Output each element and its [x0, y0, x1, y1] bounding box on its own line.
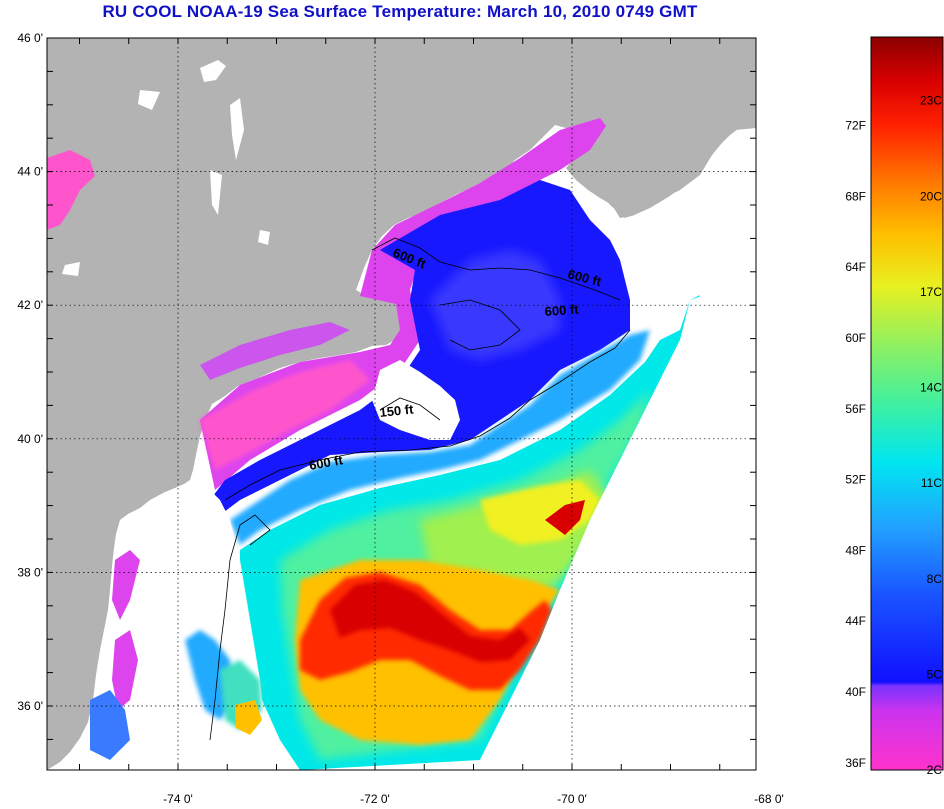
nova-scotia: [566, 56, 756, 218]
contour-labels: 600 ft 600 ft 600 ft 150 ft 600 ft: [308, 245, 604, 473]
map-title: RU COOL NOAA-19 Sea Surface Temperature:…: [102, 2, 698, 21]
map-ticks: [47, 37, 756, 770]
lat-tick-label: 38 0': [17, 565, 43, 579]
sst-field: [47, 118, 756, 770]
latitude-labels: 46 0' 44 0' 42 0' 40 0' 38 0' 36 0': [17, 31, 43, 713]
graticule: [47, 38, 756, 770]
bathymetry-contours: [209, 237, 631, 741]
colorbar-c-label: 14C: [920, 381, 942, 395]
colorbar-c-label: 8C: [927, 572, 943, 586]
land-mass: [47, 38, 756, 770]
colorbar-c-label: 5C: [927, 667, 943, 681]
lon-tick-label: -72 0': [360, 792, 390, 806]
colorbar-c-label: 17C: [920, 285, 942, 299]
colorbar-f-label: 44F: [845, 614, 866, 628]
colorbar-f-label: 72F: [845, 119, 866, 133]
lon-tick-label: -68 0': [754, 792, 784, 806]
lon-tick-label: -70 0': [557, 792, 587, 806]
colorbar-c-label: 20C: [920, 189, 942, 203]
colorbar-fahrenheit-labels: 72F 68F 64F 60F 56F 52F 48F 44F 40F 36F: [845, 119, 866, 770]
lat-tick-label: 46 0': [17, 31, 43, 45]
colorbar-f-label: 40F: [845, 685, 866, 699]
colorbar-c-label: 23C: [920, 94, 942, 108]
colorbar-f-label: 52F: [845, 473, 866, 487]
contour-label: 600 ft: [544, 302, 580, 319]
colorbar-f-label: 64F: [845, 260, 866, 274]
colorbar-f-label: 48F: [845, 543, 866, 557]
colorbar-f-label: 68F: [845, 189, 866, 203]
colorbar-c-label: 11C: [921, 476, 942, 490]
lat-tick-label: 40 0': [17, 432, 43, 446]
lat-tick-label: 42 0': [17, 298, 43, 312]
lat-tick-label: 36 0': [17, 699, 43, 713]
lat-tick-label: 44 0': [17, 165, 43, 179]
colorbar-celsius-labels: 23C 20C 17C 14C 11C 8C 5C 2C: [920, 94, 942, 777]
map-panel: [47, 38, 756, 770]
colorbar-f-label: 56F: [845, 402, 866, 416]
lon-tick-label: -74 0': [163, 792, 193, 806]
contour-label: 600 ft: [308, 452, 345, 473]
colorbar-f-label: 60F: [845, 331, 866, 345]
colorbar-f-label: 36F: [845, 756, 866, 770]
colorbar-scale: [870, 36, 944, 771]
map-frame: [46, 37, 757, 771]
colorbar: 72F 68F 64F 60F 56F 52F 48F 44F 40F 36F 23C 20C 17C…: [845, 36, 944, 777]
colorbar-c-label: 2C: [927, 763, 943, 777]
longitude-labels: -76 0'-74 0'-72 0'-70 0'-68 0'-66 0'-64 …: [163, 792, 784, 806]
contour-label: 150 ft: [379, 401, 415, 420]
